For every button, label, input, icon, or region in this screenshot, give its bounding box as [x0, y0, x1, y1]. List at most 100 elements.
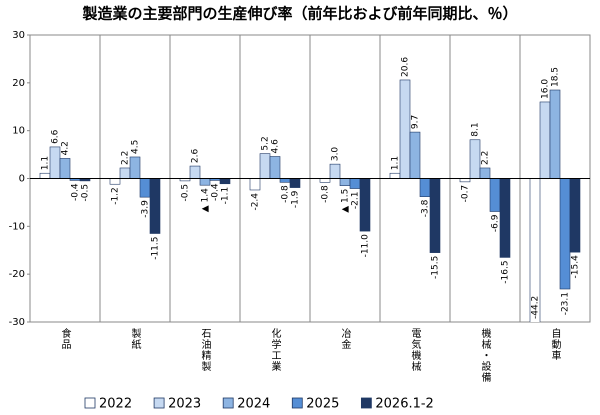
bar [289, 178, 301, 188]
x-tick-label: 冶金 [339, 327, 351, 350]
legend-label: 2024 [237, 397, 270, 412]
bar [269, 156, 281, 179]
bar [219, 178, 231, 185]
value-label: 4.6 [271, 139, 281, 154]
value-label: 1.1 [391, 156, 401, 170]
chart-title: 製造業の主要部門の生産伸び率（前年比および前年同期比、％） [81, 5, 517, 23]
legend-swatch [84, 397, 96, 409]
value-label: -0.5 [181, 184, 191, 202]
bar [529, 178, 541, 322]
bar [499, 178, 511, 258]
bar [199, 178, 211, 186]
bar [109, 178, 121, 185]
value-label: 4.2 [61, 141, 71, 155]
value-label: -11.0 [361, 234, 371, 258]
value-label: 3.0 [331, 147, 341, 162]
value-label: -1.1 [221, 187, 231, 205]
bar [399, 79, 411, 179]
y-tick-label: 0 [19, 174, 25, 185]
y-tick-label: 20 [12, 78, 25, 89]
x-tick-label: 製紙 [129, 327, 141, 350]
bar [469, 139, 481, 179]
bar [419, 178, 431, 197]
bar [119, 167, 131, 179]
bar [389, 172, 401, 179]
y-tick-label: -30 [9, 317, 25, 328]
value-label: -15.4 [571, 255, 581, 279]
value-label: -6.9 [491, 214, 501, 232]
bar [49, 146, 61, 179]
value-label: 6.6 [51, 129, 61, 144]
value-label: 2.6 [191, 148, 201, 163]
value-label: -23.1 [561, 292, 571, 315]
value-label: -3.9 [141, 200, 151, 218]
value-label: -11.5 [151, 237, 161, 260]
x-tick-label: 機械・設備 [479, 327, 491, 383]
bar [339, 178, 351, 186]
bar [59, 158, 71, 179]
legend-label: 2022 [99, 397, 132, 412]
value-label: -15.5 [431, 256, 441, 279]
value-label: -2.1 [351, 192, 361, 210]
value-label: -16.5 [501, 260, 511, 283]
bar [189, 165, 201, 179]
bar [459, 178, 471, 183]
bar [249, 178, 261, 191]
bar [279, 178, 291, 183]
value-label: -3.8 [421, 199, 431, 217]
legend-label: 2026.1-2 [375, 397, 433, 412]
value-label: 4.5 [131, 140, 141, 154]
x-tick-label: 電気機械 [409, 328, 421, 372]
value-label: -1.9 [291, 190, 301, 208]
y-tick-label: 30 [12, 30, 25, 41]
bar [409, 131, 421, 179]
legend-label: 2025 [306, 397, 339, 412]
value-label: -44.2 [531, 296, 541, 319]
value-label: -1.2 [111, 187, 121, 205]
x-tick-label: 自動車 [549, 327, 561, 361]
value-label: 16.0 [541, 79, 551, 99]
bar [349, 178, 361, 189]
y-tick-label: -20 [9, 269, 25, 280]
bar [319, 178, 331, 183]
bar [539, 101, 551, 179]
legend-swatch [222, 397, 234, 409]
x-tick-label: 化学工業 [269, 327, 281, 372]
bar [559, 178, 571, 290]
value-label: 9.7 [411, 115, 421, 129]
x-tick-label: 石油精製 [199, 328, 211, 372]
value-label: -0.4 [71, 183, 81, 201]
bar [429, 178, 441, 253]
bar [39, 172, 51, 179]
bar [329, 163, 341, 179]
legend-swatch [153, 397, 165, 409]
value-label: -0.8 [281, 185, 291, 203]
value-label: -0.8 [321, 185, 331, 203]
value-label: -0.7 [461, 185, 471, 203]
x-tick-label: 食品 [59, 327, 71, 350]
bar [259, 153, 271, 179]
bar [129, 156, 141, 179]
bar [359, 178, 371, 232]
y-tick-label: 10 [12, 126, 25, 137]
value-label: ▲ 1.5 [341, 189, 351, 213]
value-label: 2.2 [121, 151, 131, 165]
value-label: 18.5 [551, 67, 561, 87]
bar [489, 178, 501, 212]
bar [479, 167, 491, 179]
legend-swatch [291, 397, 303, 409]
value-label: 8.1 [471, 122, 481, 136]
value-label: -2.4 [251, 193, 261, 211]
value-label: 5.2 [261, 136, 271, 150]
legend-swatch [360, 397, 372, 409]
bar [549, 89, 561, 179]
value-label: ▲ 1.4 [201, 188, 211, 212]
plot [39, 79, 581, 322]
y-tick-label: -10 [9, 221, 25, 232]
value-label: 1.1 [41, 156, 51, 170]
value-label: -0.4 [211, 183, 221, 201]
bar [569, 178, 581, 253]
value-label: 20.6 [401, 57, 411, 77]
bar [149, 178, 161, 234]
